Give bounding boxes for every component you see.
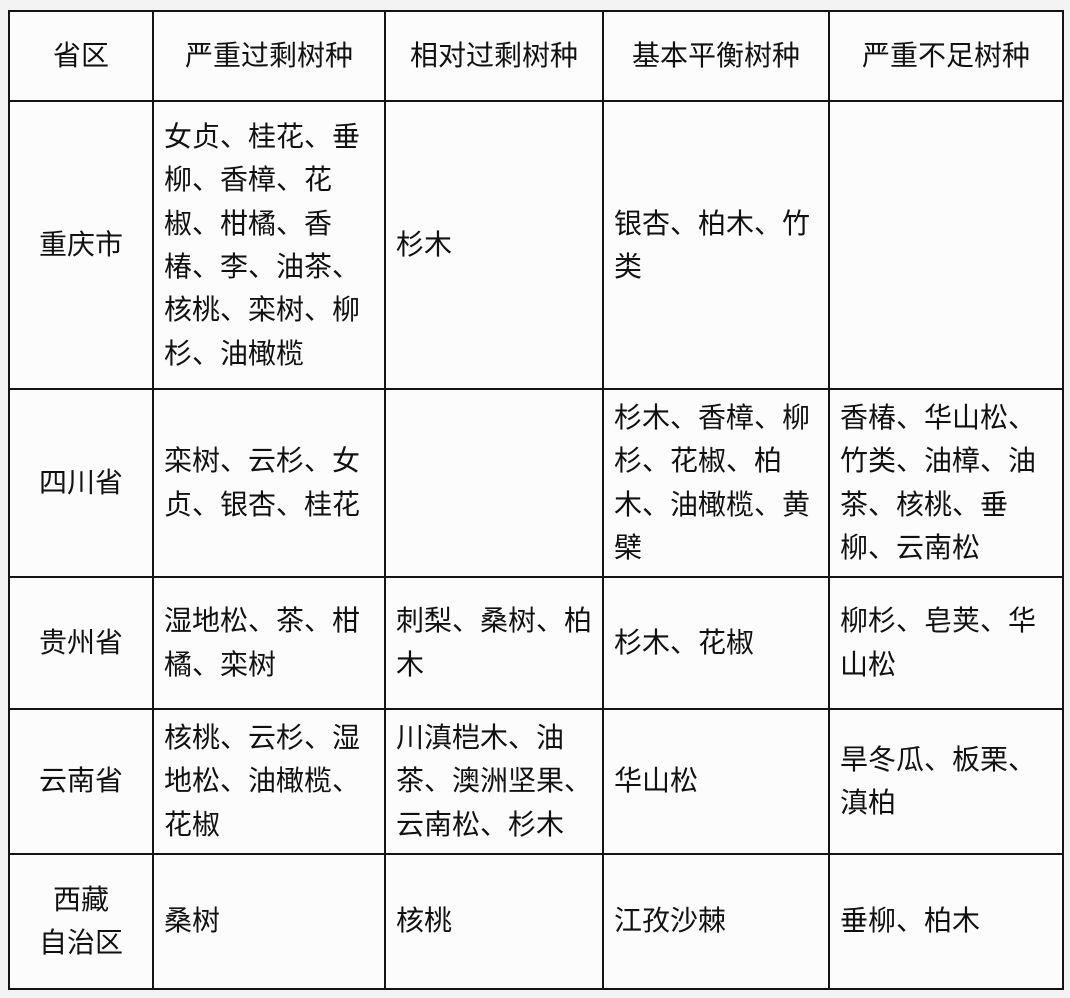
region-cell: 贵州省 (8, 575, 154, 710)
table-row-guizhou: 贵州省 湿地松、茶、柑橘、栾树 刺梨、桑树、柏木 杉木、花椒 柳杉、皂荚、华山松 (8, 575, 1064, 710)
balanced-cell: 银杏、柏木、竹类 (602, 100, 830, 390)
balanced-cell: 华山松 (602, 707, 830, 855)
severe-shortage-cell: 香椿、华山松、竹类、油樟、油茶、核桃、垂柳、云南松 (828, 388, 1064, 578)
table-row-chongqing: 重庆市 女贞、桂花、垂柳、香樟、花椒、柑橘、香椿、李、油茶、核桃、栾树、柳杉、油… (8, 100, 1064, 390)
relative-surplus-cell: 核桃 (384, 852, 604, 990)
region-cell: 重庆市 (8, 100, 154, 390)
severe-surplus-cell: 桑树 (152, 852, 386, 990)
region-cell: 西藏 自治区 (8, 852, 154, 990)
relative-surplus-cell (384, 388, 604, 578)
severe-shortage-cell: 旱冬瓜、板栗、滇柏 (828, 707, 1064, 855)
severe-surplus-cell: 核桃、云杉、湿地松、油橄榄、花椒 (152, 707, 386, 855)
column-header-balanced: 基本平衡树种 (602, 10, 830, 102)
balanced-cell: 杉木、香樟、柳杉、花椒、柏木、油橄榄、黄檗 (602, 388, 830, 578)
severe-shortage-cell (828, 100, 1064, 390)
header-row: 省区 严重过剩树种 相对过剩树种 基本平衡树种 严重不足树种 (8, 10, 1064, 102)
table-row-tibet: 西藏 自治区 桑树 核桃 江孜沙棘 垂柳、柏木 (8, 852, 1064, 990)
severe-shortage-cell: 柳杉、皂荚、华山松 (828, 575, 1064, 710)
table-row-sichuan: 四川省 栾树、云杉、女贞、银杏、桂花 杉木、香樟、柳杉、花椒、柏木、油橄榄、黄檗… (8, 388, 1064, 578)
table-row-yunnan: 云南省 核桃、云杉、湿地松、油橄榄、花椒 川滇桤木、油茶、澳洲坚果、云南松、杉木… (8, 707, 1064, 855)
column-header-relative-surplus: 相对过剩树种 (384, 10, 604, 102)
severe-shortage-cell: 垂柳、柏木 (828, 852, 1064, 990)
relative-surplus-cell: 杉木 (384, 100, 604, 390)
column-header-region: 省区 (8, 10, 154, 102)
column-header-severe-surplus: 严重过剩树种 (152, 10, 386, 102)
severe-surplus-cell: 栾树、云杉、女贞、银杏、桂花 (152, 388, 386, 578)
relative-surplus-cell: 刺梨、桑树、柏木 (384, 575, 604, 710)
severe-surplus-cell: 女贞、桂花、垂柳、香樟、花椒、柑橘、香椿、李、油茶、核桃、栾树、柳杉、油橄榄 (152, 100, 386, 390)
balanced-cell: 江孜沙棘 (602, 852, 830, 990)
tree-species-balance-table: 省区 严重过剩树种 相对过剩树种 基本平衡树种 严重不足树种 重庆市 女贞、桂花… (8, 10, 1064, 990)
region-cell: 云南省 (8, 707, 154, 855)
severe-surplus-cell: 湿地松、茶、柑橘、栾树 (152, 575, 386, 710)
column-header-severe-shortage: 严重不足树种 (828, 10, 1064, 102)
relative-surplus-cell: 川滇桤木、油茶、澳洲坚果、云南松、杉木 (384, 707, 604, 855)
region-cell: 四川省 (8, 388, 154, 578)
balanced-cell: 杉木、花椒 (602, 575, 830, 710)
